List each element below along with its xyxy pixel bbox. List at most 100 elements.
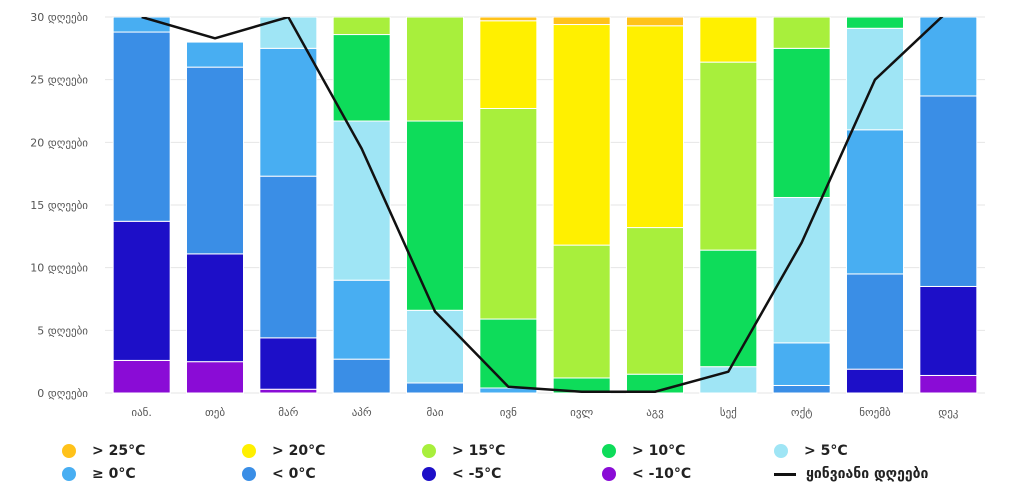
bar-segment (479, 107, 538, 320)
bar-segment (699, 249, 758, 368)
legend-item[interactable]: < -5°C (422, 464, 501, 484)
bar-segment (552, 244, 611, 379)
legend-dot-swatch (422, 467, 436, 481)
legend-dot-swatch (602, 444, 616, 458)
x-tick-label: აგვ (646, 406, 664, 419)
bar-segment (626, 227, 684, 375)
bar-segment (186, 361, 244, 394)
bar-segment (259, 337, 318, 390)
x-tick-label: დეკ (938, 406, 959, 419)
y-tick-label: 0 დღეები (37, 387, 88, 400)
legend-item[interactable]: > 15°C (422, 441, 505, 461)
bar-segment (112, 17, 171, 33)
bar-segment (406, 382, 464, 394)
legend-item[interactable]: > 10°C (602, 441, 685, 461)
x-tick-label: მაი (426, 406, 443, 419)
legend-dot-swatch (62, 444, 76, 458)
legend-dot-swatch (62, 467, 76, 481)
bar-segment (479, 17, 538, 22)
bar-segment (112, 220, 171, 361)
bar-segment (479, 20, 538, 109)
stacked-bar-chart: 0 დღეები 5 დღეები 10 დღეები 15 დღეები 20 დღე… (30, 11, 985, 419)
bar-segment (846, 129, 904, 275)
bar-segment (186, 66, 244, 255)
bar-segment (626, 25, 684, 229)
x-tick-label: ნოემბ (859, 406, 891, 419)
legend-label: < -5°C (452, 466, 502, 482)
legend-item[interactable]: > 20°C (242, 441, 325, 461)
bar-segment (332, 358, 391, 394)
y-tick-label: 30 დღეები (30, 11, 88, 24)
bar-segment (846, 273, 904, 370)
bar-segment (919, 95, 978, 287)
x-tick-label: მარ (278, 406, 298, 419)
legend-line-swatch (774, 472, 796, 476)
bar-segment (186, 253, 244, 363)
bar-segment (699, 61, 758, 251)
bar-segment (406, 120, 464, 311)
x-tick-label: ოქტ (791, 406, 812, 419)
x-tick-label: თებ (205, 406, 225, 419)
legend-label: ყინვიანი დღეები (806, 466, 929, 482)
legend-dot-swatch (422, 444, 436, 458)
bar-segment (919, 285, 978, 376)
legend-dot-swatch (242, 444, 256, 458)
legend-item[interactable]: < 0°C (242, 464, 316, 484)
legend-label: < 0°C (272, 466, 316, 482)
bar-segment (332, 17, 391, 36)
x-tick-label: იან. (131, 406, 152, 419)
frost-days-line (141, 17, 944, 393)
y-tick-label: 10 დღეები (30, 262, 88, 275)
chart-canvas: 0 დღეები 5 დღეები 10 დღეები 15 დღეები 20 დღე… (30, 11, 985, 419)
bar-segment (552, 24, 611, 246)
bar-group (112, 17, 978, 394)
legend-dot-swatch (602, 467, 616, 481)
bar-segment (699, 17, 758, 63)
bar-segment (332, 120, 391, 281)
bar-segment (846, 368, 904, 394)
chart-legend: > 25°C > 20°C > 15°C > 10°C > 5°C ≥ 0°C < 0°C <… (62, 441, 1012, 485)
legend-label: > 25°C (92, 443, 146, 459)
x-tick-label: სექ (720, 406, 737, 419)
bar-segment (772, 196, 831, 344)
bar-segment (332, 279, 391, 360)
bar-segment (259, 388, 318, 394)
legend-item[interactable]: < -10°C (602, 464, 691, 484)
bar-segment (332, 34, 391, 122)
legend-dot-swatch (774, 444, 788, 458)
bar-segment (112, 359, 171, 394)
legend-label: < -10°C (632, 466, 692, 482)
bar-segment (772, 342, 831, 386)
bar-segment (259, 47, 318, 177)
bar-segment (919, 374, 978, 394)
bar-segment (772, 17, 831, 49)
legend-item[interactable]: > 5°C (774, 441, 848, 461)
bar-segment (772, 47, 831, 198)
y-tick-label: 5 დღეები (37, 324, 88, 337)
bar-segment (626, 17, 684, 27)
bar-segment (112, 31, 171, 222)
bar-segment (406, 309, 464, 384)
bar-segment (552, 17, 611, 26)
y-tick-label: 20 დღეები (30, 136, 88, 149)
y-tick-label: 25 დღეები (30, 74, 88, 87)
bar-segment (406, 17, 464, 122)
line-group (141, 17, 944, 393)
legend-item[interactable]: > 25°C (62, 441, 145, 461)
x-tick-label: აპრ (352, 406, 372, 419)
legend-label: > 20°C (272, 443, 326, 459)
legend-item[interactable]: ≥ 0°C (62, 464, 136, 484)
bar-segment (626, 373, 684, 394)
bar-segment (479, 318, 538, 389)
legend-item[interactable]: ყინვიანი დღეები (774, 464, 928, 484)
x-tick-label: ივლ (570, 406, 593, 419)
y-tick-label: 15 დღეები (30, 199, 88, 212)
x-tick-label: ივნ (500, 406, 517, 419)
legend-label: > 15°C (452, 443, 506, 459)
legend-label: > 5°C (804, 443, 848, 459)
bar-segment (846, 17, 904, 29)
bar-segment (772, 384, 831, 394)
legend-label: ≥ 0°C (92, 466, 136, 482)
legend-label: > 10°C (632, 443, 686, 459)
bar-segment (259, 175, 318, 339)
